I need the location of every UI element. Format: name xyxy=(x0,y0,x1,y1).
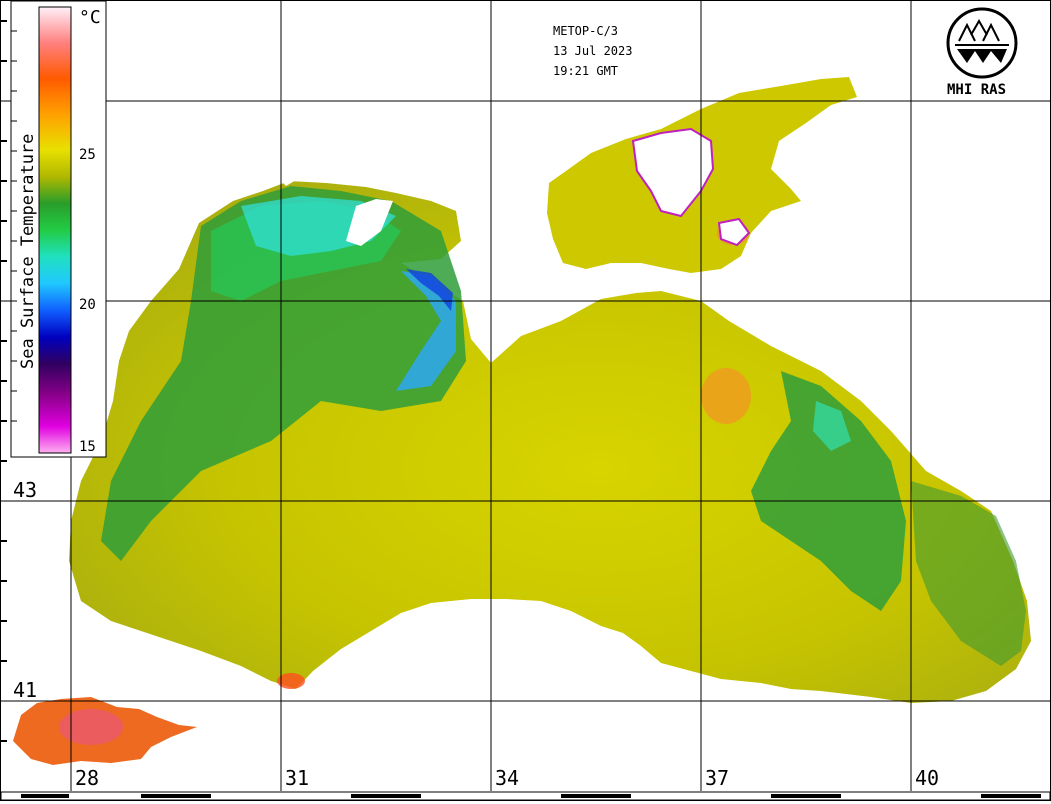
nw-shelf-green xyxy=(101,186,466,561)
warm-patch-crimea-south xyxy=(701,368,751,424)
lat-label-43: 43 xyxy=(13,478,37,502)
lon-label-40: 40 xyxy=(915,766,939,790)
mhi-logo xyxy=(946,7,1018,79)
cloud-nw xyxy=(276,141,311,186)
legend-tick-20: 20 xyxy=(79,297,96,313)
legend-tick-15: 15 xyxy=(79,439,96,455)
legend-colorbar xyxy=(38,6,72,454)
warm-patch-south xyxy=(277,673,305,689)
lon-label-34: 34 xyxy=(495,766,519,790)
left-scale-ticks xyxy=(1,20,7,742)
acquisition-date: 13 Jul 2023 xyxy=(553,44,632,58)
legend-unit: °C xyxy=(79,7,101,28)
cloud-nw2 xyxy=(346,199,393,246)
legend-tick-25: 25 xyxy=(79,147,96,163)
legend-minor-ticks xyxy=(11,30,17,422)
lon-label-31: 31 xyxy=(285,766,309,790)
bottom-scale-ticks xyxy=(21,794,1041,798)
cloud-azov-small xyxy=(717,217,751,247)
marmara-warm-core xyxy=(59,709,123,745)
se-swath-stripes xyxy=(911,481,1026,666)
acquisition-time: 19:21 GMT xyxy=(553,64,618,78)
satellite-name: METOP-C/3 xyxy=(553,24,618,38)
lon-label-28: 28 xyxy=(75,766,99,790)
legend-title: Sea Surface Temperature xyxy=(18,134,38,369)
east-cyan-patch xyxy=(813,401,851,451)
logo-text: MHI RAS xyxy=(947,82,1006,98)
cold-core-deepblue xyxy=(406,269,453,311)
lon-label-37: 37 xyxy=(705,766,729,790)
lat-label-41: 41 xyxy=(13,678,37,702)
east-green-region xyxy=(751,371,906,611)
